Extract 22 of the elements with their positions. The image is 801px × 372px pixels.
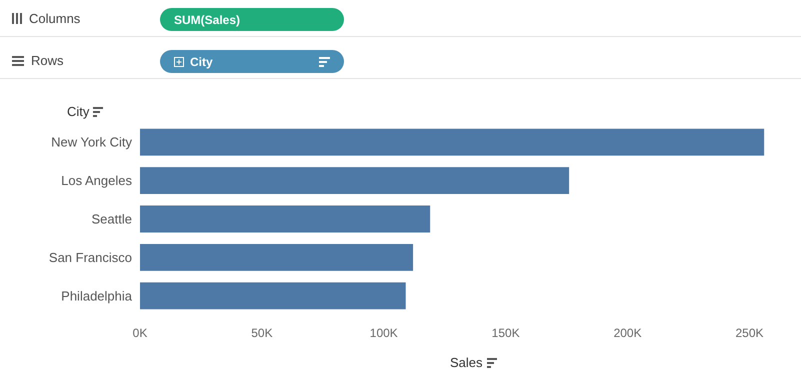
bar <box>140 167 570 194</box>
x-tick-label: 0K <box>132 326 148 340</box>
text: SUM(Sales) <box>174 12 240 26</box>
y-axis-title: City <box>67 104 90 119</box>
bar <box>140 282 406 310</box>
text: Columns <box>29 11 80 26</box>
text: Rows <box>31 53 64 68</box>
y-tick-label: Los Angeles <box>61 173 132 188</box>
x-tick-label: 100K <box>370 326 398 340</box>
y-tick-label: Philadelphia <box>61 288 133 304</box>
bar <box>140 206 430 232</box>
text: City <box>190 54 213 68</box>
y-tick-label: San Francisco <box>48 250 132 265</box>
bar <box>140 128 764 156</box>
x-tick-label: 200K <box>614 326 642 340</box>
y-tick-label: New York City <box>51 134 132 150</box>
y-tick-label: Seattle <box>92 212 132 226</box>
x-tick-label: 150K <box>492 326 520 340</box>
x-tick-label: 250K <box>735 326 764 340</box>
bar <box>140 244 414 271</box>
x-axis-title: Sales <box>450 355 483 370</box>
x-tick-label: 50K <box>251 326 273 340</box>
